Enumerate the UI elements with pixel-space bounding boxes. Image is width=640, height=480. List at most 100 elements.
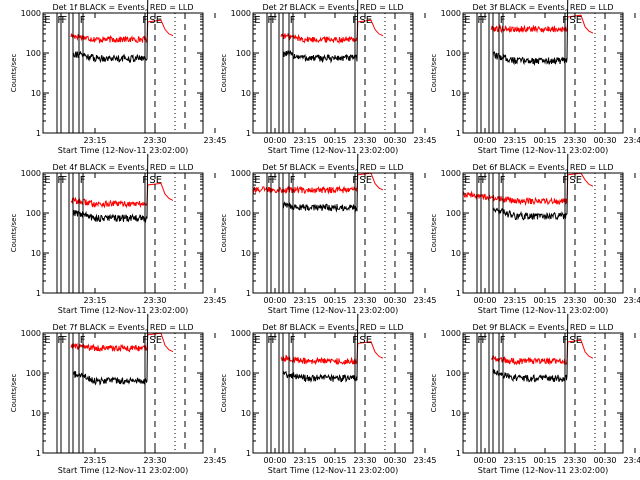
event-label: SE <box>569 15 582 26</box>
event-label: F <box>352 335 358 346</box>
y-tick-label: 1 <box>456 129 461 138</box>
black-series <box>282 0 359 64</box>
panel-2: 1 10 100 1000 23:15 23:30 23:45 00:00 00:15 00:30… <box>220 0 617 155</box>
x-tick-label: 23:45 <box>203 136 226 145</box>
panel-5: 1 10 100 1000 23:15 23:30 23:45 00:00 00:15 00:30… <box>220 153 617 315</box>
red-series <box>490 339 594 366</box>
black-series <box>72 313 149 386</box>
y-tick-label: 100 <box>236 49 251 58</box>
black-series <box>72 153 149 224</box>
x-tick-label: 23:15 <box>503 456 526 465</box>
y-axis-label: Counts/sec <box>430 54 438 93</box>
event-label: F <box>477 335 483 346</box>
event-label: F <box>142 15 148 26</box>
y-tick-label: 1000 <box>231 9 251 18</box>
y-tick-label: 1 <box>246 289 251 298</box>
y-tick-label: 1 <box>456 289 461 298</box>
event-label: F <box>477 175 483 186</box>
x-tick-label: 23:30 <box>563 456 586 465</box>
event-label: E <box>44 175 50 186</box>
plot-frame <box>42 12 204 134</box>
x-tick-label: 23:15 <box>83 296 106 305</box>
x-axis-label: Start Time (12-Nov-11 23:02:00) <box>58 146 188 155</box>
event-label: F <box>562 15 568 26</box>
y-tick-label: 100 <box>26 49 41 58</box>
y-tick-label: 1000 <box>441 9 461 18</box>
y-tick-label: 1 <box>246 129 251 138</box>
plot-frame <box>42 332 204 454</box>
x-tick-label: 23:45 <box>413 296 436 305</box>
x-tick-label: 00:30 <box>593 136 616 145</box>
x-tick-label: 23:45 <box>203 456 226 465</box>
plot-frame <box>42 172 204 294</box>
event-label: F <box>500 175 506 186</box>
event-label: F <box>80 335 86 346</box>
event-label: F <box>290 335 296 346</box>
x-tick-label: 00:00 <box>473 456 496 465</box>
plot-frame <box>252 172 414 294</box>
x-axis-label: Start Time (12-Nov-11 23:02:00) <box>58 306 188 315</box>
panel-title: Det 3f BLACK = Events, RED = LLD <box>472 3 613 12</box>
panel-title: Det 1f BLACK = Events, RED = LLD <box>52 3 193 12</box>
y-tick-label: 10 <box>31 89 41 98</box>
x-tick-label: 00:15 <box>323 296 346 305</box>
event-label: F <box>267 175 273 186</box>
event-label: SE <box>569 175 582 186</box>
event-label: F <box>80 175 86 186</box>
x-tick-label: 23:45 <box>623 456 640 465</box>
black-series <box>492 0 569 67</box>
event-label: F <box>481 15 487 26</box>
event-label: F <box>142 335 148 346</box>
x-tick-label: 23:30 <box>143 136 166 145</box>
y-tick-label: 10 <box>241 89 251 98</box>
y-axis-label: Counts/sec <box>10 374 18 413</box>
event-label: F <box>271 15 277 26</box>
panel-6: 1 10 100 1000 23:15 23:30 23:45 00:00 00:15 00:30… <box>430 153 640 315</box>
y-tick-label: 100 <box>446 49 461 58</box>
y-tick-label: 1000 <box>21 329 41 338</box>
x-tick-label: 23:15 <box>503 296 526 305</box>
x-axis-label: Start Time (12-Nov-11 23:02:00) <box>268 466 398 475</box>
event-label: F <box>57 15 63 26</box>
event-label: F <box>80 15 86 26</box>
y-tick-label: 10 <box>31 249 41 258</box>
event-label: F <box>57 175 63 186</box>
x-tick-label: 00:30 <box>593 456 616 465</box>
panel-title: Det 8f BLACK = Events, RED = LLD <box>262 323 403 332</box>
event-label: F <box>271 335 277 346</box>
y-tick-label: 1000 <box>231 329 251 338</box>
black-series <box>282 313 359 383</box>
event-label: F <box>352 175 358 186</box>
panel-7: 1 10 100 1000 23:15 23:30 23:45 00:00 00:15 00:30… <box>10 313 407 475</box>
plot-frame <box>252 332 414 454</box>
event-label: F <box>481 175 487 186</box>
plot-frame <box>462 12 624 134</box>
x-tick-label: 23:30 <box>353 136 376 145</box>
y-tick-label: 10 <box>451 89 461 98</box>
x-tick-label: 00:00 <box>473 296 496 305</box>
x-tick-label: 23:45 <box>203 296 226 305</box>
x-tick-label: 23:30 <box>353 296 376 305</box>
x-tick-label: 00:00 <box>473 136 496 145</box>
y-tick-label: 1000 <box>231 169 251 178</box>
x-tick-label: 00:30 <box>383 456 406 465</box>
x-tick-label: 23:15 <box>293 456 316 465</box>
x-axis-label: Start Time (12-Nov-11 23:02:00) <box>268 146 398 155</box>
panel-title: Det 7f BLACK = Events, RED = LLD <box>52 323 193 332</box>
y-tick-label: 1 <box>456 449 461 458</box>
x-tick-label: 00:00 <box>263 296 286 305</box>
x-tick-label: 23:45 <box>623 136 640 145</box>
event-label: SE <box>149 335 162 346</box>
x-axis-label: Start Time (12-Nov-11 23:02:00) <box>478 306 608 315</box>
y-tick-label: 10 <box>451 409 461 418</box>
event-label: F <box>500 15 506 26</box>
black-series <box>492 313 569 383</box>
x-axis-label: Start Time (12-Nov-11 23:02:00) <box>58 466 188 475</box>
event-label: F <box>500 335 506 346</box>
event-label: F <box>267 335 273 346</box>
y-tick-label: 1 <box>36 129 41 138</box>
event-label: SE <box>569 335 582 346</box>
y-axis-label: Counts/sec <box>220 374 228 413</box>
y-tick-label: 10 <box>241 409 251 418</box>
